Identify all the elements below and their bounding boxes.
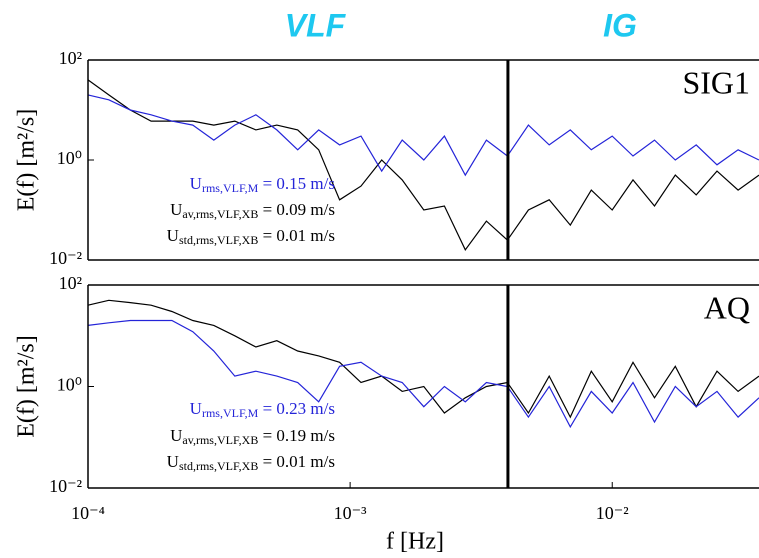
panel-label: SIG1: [682, 64, 750, 100]
y-tick-label: 10⁻²: [49, 248, 82, 268]
annotation-subscript: std,rms,VLF,XB: [179, 459, 258, 473]
spectrum-line: [87, 79, 759, 251]
annotation-symbol: U: [170, 426, 182, 445]
annotation-subscript: std,rms,VLF,XB: [179, 233, 258, 247]
annotation: Urms,VLF,M = 0.15 m/s: [190, 174, 335, 195]
annotation-value: = 0.01 m/s: [258, 452, 335, 471]
y-axis-label: E(f) [m²/s]: [14, 335, 40, 438]
y-axis-label: E(f) [m²/s]: [14, 109, 40, 212]
annotation: Uav,rms,VLF,XB = 0.09 m/s: [170, 200, 335, 221]
band-label: IG: [603, 7, 637, 43]
annotation-symbol: U: [190, 174, 202, 193]
annotation-subscript: rms,VLF,M: [202, 181, 259, 195]
annotation-value: = 0.15 m/s: [258, 174, 335, 193]
annotation: Ustd,rms,VLF,XB = 0.01 m/s: [167, 452, 335, 473]
annotation: Urms,VLF,M = 0.23 m/s: [190, 399, 335, 420]
y-tick-label: 10⁰: [57, 375, 82, 395]
spectrum-line: [87, 299, 759, 419]
annotation-symbol: U: [190, 399, 202, 418]
spectrum-line: [87, 94, 759, 177]
y-tick-label: 10⁰: [57, 148, 82, 168]
annotation-subscript: rms,VLF,M: [202, 406, 259, 420]
annotation-value: = 0.23 m/s: [258, 399, 335, 418]
annotation: Ustd,rms,VLF,XB = 0.01 m/s: [167, 226, 335, 247]
annotation-subscript: av,rms,VLF,XB: [182, 207, 258, 221]
annotation-value: = 0.01 m/s: [258, 226, 335, 245]
annotation-symbol: U: [167, 452, 179, 471]
annotation: Uav,rms,VLF,XB = 0.19 m/s: [170, 426, 335, 447]
band-label: VLF: [285, 7, 347, 43]
spectrum-line: [87, 319, 759, 429]
x-tick-label: 10⁻³: [334, 503, 368, 523]
y-tick-label: 10²: [59, 273, 82, 293]
x-axis-label: f [Hz]: [386, 529, 444, 555]
annotation-symbol: U: [167, 226, 179, 245]
annotation-subscript: av,rms,VLF,XB: [182, 433, 258, 447]
y-tick-label: 10²: [59, 48, 82, 68]
x-tick-label: 10⁻⁴: [71, 503, 105, 523]
y-tick-label: 10⁻²: [49, 476, 82, 496]
panel-label: AQ: [704, 289, 750, 325]
annotation-value: = 0.19 m/s: [258, 426, 335, 445]
annotation-symbol: U: [170, 200, 182, 219]
x-tick-label: 10⁻²: [596, 503, 629, 523]
annotation-value: = 0.09 m/s: [258, 200, 335, 219]
